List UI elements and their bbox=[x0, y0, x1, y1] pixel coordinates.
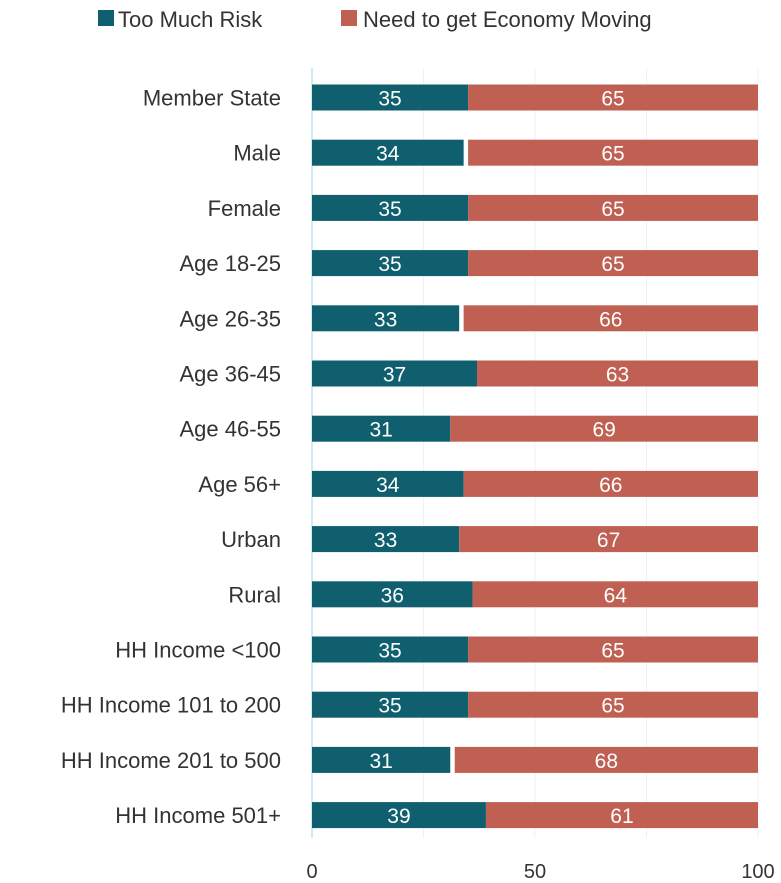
data-label: 31 bbox=[369, 419, 392, 442]
bar-too-much-risk bbox=[312, 139, 464, 166]
bar-economy-moving bbox=[450, 415, 758, 442]
data-label: 69 bbox=[592, 419, 615, 442]
bar-economy-moving bbox=[468, 194, 758, 221]
data-label: 65 bbox=[601, 253, 624, 276]
bar-too-much-risk bbox=[312, 415, 451, 442]
x-axis-ticks: 0 50 100 bbox=[306, 861, 774, 883]
bar-economy-moving bbox=[468, 84, 758, 111]
data-label: 35 bbox=[378, 253, 401, 276]
data-label: 65 bbox=[601, 88, 624, 111]
category-label: Urban bbox=[221, 527, 281, 552]
data-label: 37 bbox=[383, 364, 406, 387]
category-label: Female bbox=[208, 196, 281, 221]
category-label: HH Income 101 to 200 bbox=[61, 693, 281, 718]
x-tick-label: 100 bbox=[741, 861, 774, 883]
data-label: 34 bbox=[376, 474, 400, 497]
category-label: Member State bbox=[143, 86, 281, 111]
bar-economy-moving bbox=[463, 470, 758, 497]
bar-economy-moving bbox=[463, 305, 758, 332]
category-label: Male bbox=[233, 141, 281, 166]
data-label: 63 bbox=[606, 364, 629, 387]
data-label: 33 bbox=[374, 308, 397, 331]
data-label: 35 bbox=[378, 640, 401, 663]
bar-too-much-risk bbox=[312, 636, 469, 663]
bar-too-much-risk bbox=[312, 194, 469, 221]
bar-too-much-risk bbox=[312, 305, 460, 332]
bar-too-much-risk bbox=[312, 746, 451, 773]
bar-economy-moving bbox=[485, 802, 758, 829]
category-label: Age 26-35 bbox=[179, 306, 281, 331]
data-label: 68 bbox=[595, 750, 618, 773]
bar-too-much-risk bbox=[312, 360, 478, 387]
bar-too-much-risk bbox=[312, 526, 460, 553]
bar-economy-moving bbox=[459, 526, 758, 553]
grid-lines bbox=[311, 68, 759, 838]
legend-label: Need to get Economy Moving bbox=[363, 7, 652, 32]
data-label: 64 bbox=[604, 584, 628, 607]
bar-economy-moving bbox=[468, 250, 758, 277]
category-labels: Member State Male Female Age 18-25 Age 26-35… bbox=[61, 86, 281, 829]
legend-label: Too Much Risk bbox=[118, 7, 263, 32]
category-label: Age 46-55 bbox=[179, 417, 281, 442]
bar-too-much-risk bbox=[312, 470, 464, 497]
bar-too-much-risk bbox=[312, 691, 469, 718]
data-label: 67 bbox=[597, 529, 620, 552]
x-tick-label: 0 bbox=[306, 861, 317, 883]
category-label: Age 56+ bbox=[198, 472, 281, 497]
data-label: 65 bbox=[601, 695, 624, 718]
bar-too-much-risk bbox=[312, 250, 469, 277]
data-label: 36 bbox=[381, 584, 404, 607]
bar-economy-moving bbox=[472, 581, 758, 608]
data-label: 31 bbox=[369, 750, 392, 773]
bars bbox=[312, 84, 758, 829]
bar-economy-moving bbox=[468, 139, 758, 166]
data-label: 35 bbox=[378, 88, 401, 111]
category-label: Age 36-45 bbox=[179, 362, 281, 387]
data-label: 66 bbox=[599, 308, 622, 331]
bar-too-much-risk bbox=[312, 581, 473, 608]
legend-swatch bbox=[98, 10, 114, 26]
bar-economy-moving bbox=[468, 691, 758, 718]
bar-too-much-risk bbox=[312, 802, 486, 829]
data-label: 66 bbox=[599, 474, 622, 497]
data-label: 65 bbox=[601, 198, 624, 221]
data-label: 33 bbox=[374, 529, 397, 552]
bar-economy-moving bbox=[454, 746, 758, 773]
x-tick-label: 50 bbox=[524, 861, 546, 883]
data-label: 34 bbox=[376, 143, 400, 166]
data-label: 61 bbox=[610, 805, 633, 828]
category-label: HH Income <100 bbox=[115, 638, 281, 663]
data-label: 65 bbox=[601, 143, 624, 166]
data-label: 39 bbox=[387, 805, 410, 828]
category-label: Age 18-25 bbox=[179, 251, 281, 276]
category-label: Rural bbox=[228, 582, 281, 607]
data-label: 35 bbox=[378, 198, 401, 221]
legend-swatch bbox=[341, 10, 357, 26]
category-label: HH Income 201 to 500 bbox=[61, 748, 281, 773]
legend: Too Much Risk Need to get Economy Moving bbox=[98, 7, 652, 32]
bar-too-much-risk bbox=[312, 84, 469, 111]
data-labels: 35 65 34 65 35 65 35 65 33 66 37 63 31 69 34 66 33 67 36 64… bbox=[369, 88, 633, 829]
data-label: 35 bbox=[378, 695, 401, 718]
bar-economy-moving bbox=[468, 636, 758, 663]
bar-economy-moving bbox=[477, 360, 758, 387]
data-label: 65 bbox=[601, 640, 624, 663]
category-label: HH Income 501+ bbox=[115, 803, 281, 828]
